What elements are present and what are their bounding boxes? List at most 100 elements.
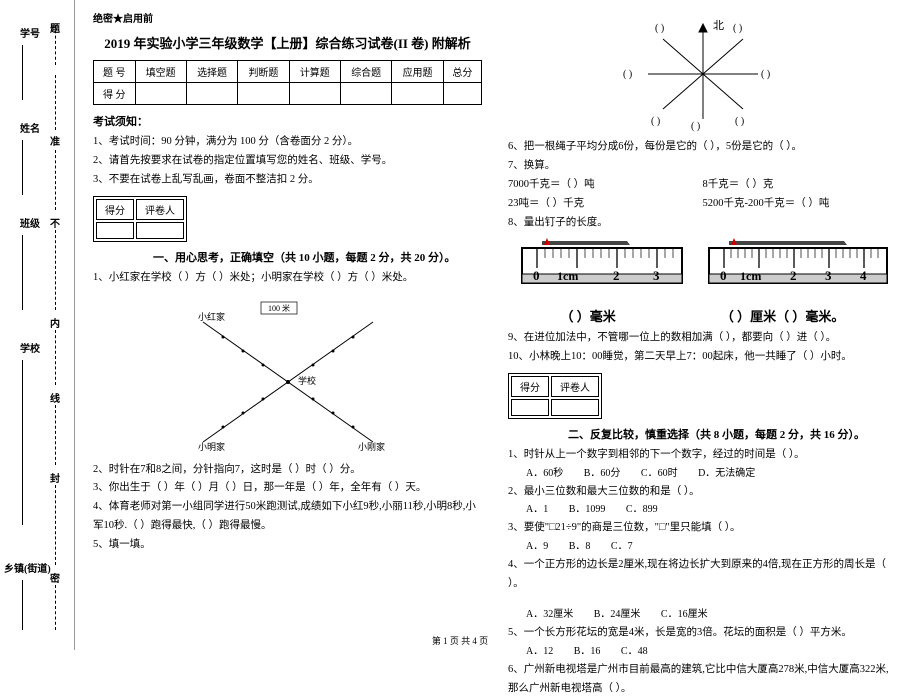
s2q6: 6、广州新电视塔是广州市目前最高的建筑,它比中信大厦高278米,中信大厦高322… [508, 661, 897, 699]
s2q3o-c: C．7 [611, 538, 633, 556]
s2q4o-a: A．32厘米 [526, 606, 573, 624]
q8ans1: （ ）毫米 [561, 305, 616, 328]
score-box-1: 得分评卷人 [93, 196, 187, 242]
svg-text:( ): ( ) [735, 116, 744, 127]
sb-c1: 得分 [96, 199, 134, 220]
s2q3o: A．9 B．8 C．7 [526, 538, 897, 556]
q5: 5、填一填。 [93, 536, 482, 555]
cross-svg: 100 米 学校 小红家 小明家 小刚家 [163, 292, 413, 457]
svg-text:0: 0 [533, 268, 540, 283]
page-left: 绝密★启用前 2019 年实验小学三年级数学【上册】综合练习试卷(II 卷) 附… [85, 5, 490, 625]
s2q4: 4、一个正方形的边长是2厘米,现在将边长扩大到原来的4倍,现在正方形的周长是（ … [508, 556, 897, 594]
s2q1: 1、时针从上一个数字到相邻的下一个数字，经过的时间是（ ）。 [508, 446, 897, 465]
sidebar-label-0: 学号 [20, 25, 40, 40]
mark-4: 线 [50, 390, 60, 405]
ruler-1: 0 1cm 2 3 [517, 236, 687, 301]
svg-text:3: 3 [825, 268, 832, 283]
s2q4o-b: B．24厘米 [594, 606, 641, 624]
th-5: 综合题 [341, 61, 392, 83]
exam-title: 2019 年实验小学三年级数学【上册】综合练习试卷(II 卷) 附解析 [93, 33, 482, 52]
svg-text:2: 2 [613, 268, 620, 283]
nw-label: 小红家 [198, 311, 225, 322]
q7b: 8千克＝（ ）克 [703, 176, 898, 195]
th-7: 总分 [443, 61, 481, 83]
q10: 10、小林晚上10：00睡觉，第二天早上7：00起床，他一共睡了（ ）小时。 [508, 348, 897, 367]
svg-text:3: 3 [653, 268, 660, 283]
q3: 3、你出生于（ ）年（ ）月（ ）日，那一年是（ ）年，全年有（ ）天。 [93, 479, 482, 498]
page-right: 北 ( ) ( ) ( ) ( ) ( ) ( ) ( ) 6、把一根绳子平均分… [500, 5, 905, 625]
s2q2o: A．1 B．1099 C．899 [526, 501, 897, 519]
s2q1o: A．60秒 B．60分 C．60时 D．无法确定 [526, 465, 897, 483]
s2q4o-c: C．16厘米 [661, 606, 708, 624]
center-label: 学校 [298, 375, 316, 386]
s2q2o-c: C．899 [626, 501, 658, 519]
s2q3o-b: B．8 [569, 538, 591, 556]
compass-svg: 北 ( ) ( ) ( ) ( ) ( ) ( ) ( ) [613, 14, 793, 134]
q4: 4、体育老师对第一小组同学进行50米跑测试,成绩如下小红9秒,小丽11秒,小明8… [93, 498, 482, 536]
sb2-c1: 得分 [511, 376, 549, 397]
notice-2: 2、请首先按要求在试卷的指定位置填写您的姓名、班级、学号。 [93, 152, 482, 171]
mark-0: 题 [50, 20, 60, 35]
notice-3: 3、不要在试卷上乱写乱画，卷面不整洁扣 2 分。 [93, 171, 482, 190]
svg-text:2: 2 [790, 268, 797, 283]
s2q1o-c: C．60时 [641, 465, 678, 483]
ruler-row: 0 1cm 2 3 0 1cm 2 3 4 [508, 236, 897, 301]
s2q2o-b: B．1099 [569, 501, 606, 519]
s2q1o-a: A．60秒 [526, 465, 563, 483]
notice-1: 1、考试时间：90 分钟，满分为 100 分（含卷面分 2 分）。 [93, 133, 482, 152]
q2: 2、时针在7和8之间，分针指向7，这时是（ ）时（ ）分。 [93, 461, 482, 480]
score-table: 题 号 填空题 选择题 判断题 计算题 综合题 应用题 总分 得 分 [93, 60, 482, 105]
q7a: 7000千克＝（ ）吨 [508, 176, 703, 195]
q8ans2: （ ）厘米（ ）毫米。 [721, 305, 845, 328]
q7c: 23吨＝（ ）千克 [508, 195, 703, 214]
svg-text:( ): ( ) [761, 69, 770, 80]
svg-text:1cm: 1cm [557, 269, 578, 283]
svg-text:1cm: 1cm [740, 269, 761, 283]
mark-1: 准 [50, 133, 60, 148]
svg-text:( ): ( ) [623, 69, 632, 80]
q7h: 7、换算。 [508, 157, 897, 176]
s2q2: 2、最小三位数和最大三位数的和是（ ）。 [508, 483, 897, 502]
sidebar-label-2: 班级 [20, 215, 40, 230]
s2q3: 3、要使"□21÷9"的商是三位数，"□"里只能填（ ）。 [508, 519, 897, 538]
s2q1o-b: B．60分 [584, 465, 621, 483]
svg-text:0: 0 [720, 268, 727, 283]
svg-text:( ): ( ) [733, 23, 742, 34]
se-label: 小刚家 [358, 441, 385, 452]
compass-diagram: 北 ( ) ( ) ( ) ( ) ( ) ( ) ( ) [508, 14, 897, 134]
s2q3o-a: A．9 [526, 538, 548, 556]
sidebar-label-4: 乡镇(街道) [4, 560, 51, 575]
svg-text:( ): ( ) [651, 116, 660, 127]
q7d: 5200千克-200千克＝（ ）吨 [703, 195, 898, 214]
mark-5: 封 [50, 470, 60, 485]
th-2: 选择题 [186, 61, 237, 83]
scale-label: 100 米 [268, 303, 290, 313]
q8: 8、量出钉子的长度。 [508, 214, 897, 233]
page-footer: 第 1 页 共 4 页 [0, 634, 920, 647]
svg-text:4: 4 [860, 268, 867, 283]
th-1: 填空题 [135, 61, 186, 83]
tr-0: 得 分 [94, 83, 136, 105]
svg-text:( ): ( ) [655, 23, 664, 34]
mark-2: 不 [50, 215, 60, 230]
secret-label: 绝密★启用前 [93, 10, 482, 25]
sidebar-label-3: 学校 [20, 340, 40, 355]
notice-heading: 考试须知： [93, 113, 482, 129]
north-label: 北 [713, 19, 724, 32]
sec1-title: 一、用心思考，正确填空（共 10 小题，每题 2 分，共 20 分）。 [153, 249, 482, 265]
mark-6: 密 [50, 570, 60, 585]
th-6: 应用题 [392, 61, 443, 83]
q6: 6、把一根绳子平均分成6份，每份是它的（ ），5份是它的（ ）。 [508, 138, 897, 157]
sb-c2: 评卷人 [136, 199, 184, 220]
cross-diagram: 100 米 学校 小红家 小明家 小刚家 [93, 292, 482, 457]
th-0: 题 号 [94, 61, 136, 83]
q9: 9、在进位加法中，不管哪一位上的数相加满（ ），都要向（ ）进（ ）。 [508, 329, 897, 348]
s2q4o: A．32厘米 B．24厘米 C．16厘米 [526, 606, 897, 624]
q1: 1、小红家在学校（ ）方（ ）米处；小明家在学校（ ）方（ ）米处。 [93, 269, 482, 288]
mark-3: 内 [50, 315, 60, 330]
th-3: 判断题 [238, 61, 289, 83]
score-box-2: 得分评卷人 [508, 373, 602, 419]
th-4: 计算题 [289, 61, 340, 83]
sec2-title: 二、反复比较，慎重选择（共 8 小题，每题 2 分，共 16 分）。 [568, 426, 897, 442]
sb2-c2: 评卷人 [551, 376, 599, 397]
